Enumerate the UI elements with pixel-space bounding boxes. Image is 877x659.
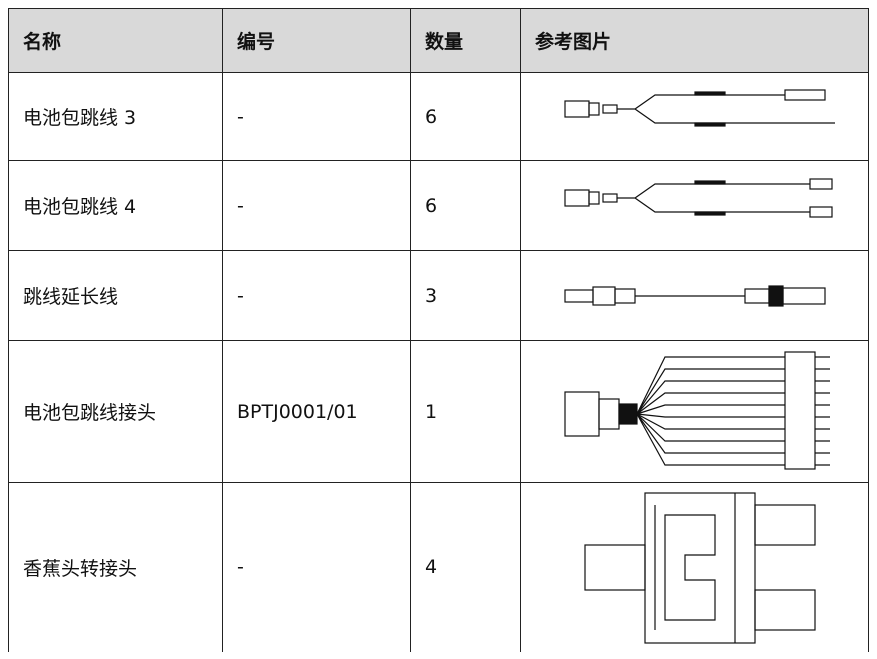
header-cell: 数量 [410,8,521,73]
row: 跳线延长线 - 3 [8,250,869,341]
cell: - [222,482,411,652]
cable-image [563,350,830,470]
cell: - [222,72,411,161]
image-cell [520,340,869,483]
adapter-image [583,492,816,644]
image-cell [520,250,869,341]
row: 电池包跳线接头 BPTJ0001/01 1 [8,340,869,483]
cell: 跳线延长线 [8,250,223,341]
image-cell [520,482,869,652]
header-cell: 编号 [222,8,411,73]
cell: 4 [410,482,521,652]
header-row: 名称 编号 数量 参考图片 [8,8,869,73]
parts-table: 名称 编号 数量 参考图片 电池包跳线 3 - 6 电池包跳线 4 - 6 [8,8,869,652]
image-cell [520,160,869,251]
cell: 香蕉头转接头 [8,482,223,652]
cell: 1 [410,340,521,483]
cell: - [222,250,411,341]
cell: 电池包跳线 4 [8,160,223,251]
cell: 3 [410,250,521,341]
cell: BPTJ0001/01 [222,340,411,483]
cell: 电池包跳线接头 [8,340,223,483]
cell: 6 [410,160,521,251]
row: 香蕉头转接头 - 4 [8,482,869,652]
row: 电池包跳线 3 - 6 [8,72,869,161]
cable-image [563,177,833,218]
cell: - [222,160,411,251]
header-cell: 参考图片 [520,8,869,73]
cable-image [563,88,835,127]
header-cell: 名称 [8,8,223,73]
cell: 电池包跳线 3 [8,72,223,161]
cell: 6 [410,72,521,161]
cable-image [563,284,826,307]
image-cell [520,72,869,161]
row: 电池包跳线 4 - 6 [8,160,869,251]
